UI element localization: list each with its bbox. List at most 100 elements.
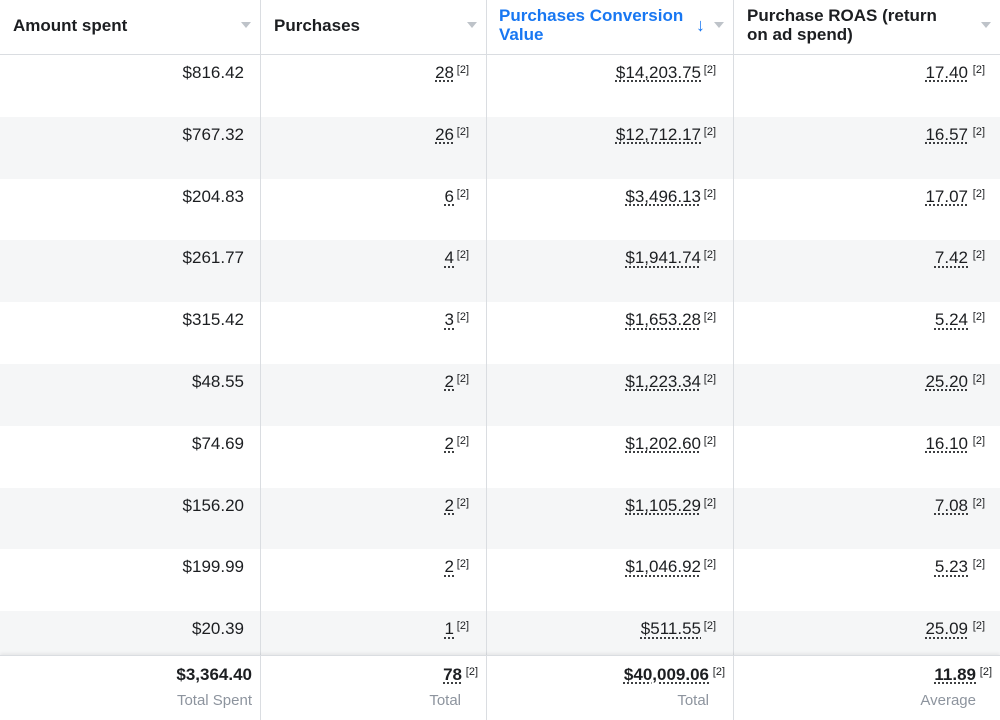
cell-value-link[interactable]: 2 [444, 495, 454, 515]
cell-purchases: 3 [2] [261, 302, 487, 364]
cell-value-link[interactable]: $1,046.92 [625, 557, 701, 577]
footnote-marker[interactable]: [2] [456, 372, 469, 385]
cell-amount-spent: $48.55 [0, 363, 261, 426]
footnote-marker[interactable]: [2] [703, 311, 716, 324]
footnote-marker[interactable]: [2] [972, 187, 985, 200]
cell-purchases: 28 [2] [261, 55, 487, 117]
footnote-marker[interactable]: [2] [456, 187, 469, 200]
footnote-marker[interactable]: [2] [972, 620, 985, 633]
footnote-marker[interactable]: [2] [456, 125, 469, 138]
cell-value-link[interactable]: 1 [444, 619, 454, 639]
cell-value-link[interactable]: $1,941.74 [625, 248, 701, 268]
column-header-label: Amount spent [13, 16, 128, 35]
total-value-link[interactable]: 78 [443, 665, 462, 684]
cell-value-link[interactable]: 7.08 [934, 495, 968, 515]
chevron-down-icon[interactable] [467, 22, 477, 28]
cell-value-link[interactable]: $12,712.17 [615, 124, 701, 144]
total-purchases: 78 [2] Total [261, 656, 487, 720]
cell-purchases: 26 [2] [261, 116, 487, 179]
cell-conversion-value: $12,712.17 [2] [487, 116, 734, 179]
cell-value-link[interactable]: 16.57 [925, 124, 968, 144]
footnote-marker[interactable]: [2] [703, 434, 716, 447]
cell-value-link[interactable]: 2 [444, 433, 454, 453]
footnote-marker[interactable]: [2] [703, 249, 716, 262]
column-header-purchase-roas[interactable]: Purchase ROAS (return on ad spend) [734, 0, 1000, 54]
footnote-marker[interactable]: [2] [979, 666, 992, 678]
footnote-marker[interactable]: [2] [703, 187, 716, 200]
footnote-marker[interactable]: [2] [456, 496, 469, 509]
footnote-marker[interactable]: [2] [972, 64, 985, 76]
footnote-marker[interactable]: [2] [972, 311, 985, 324]
cell-purchase-roas: 17.40 [2] [734, 55, 1000, 117]
footnote-marker[interactable]: [2] [456, 64, 469, 76]
cell-value-link[interactable]: $14,203.75 [615, 63, 701, 82]
cell-value-link[interactable]: 26 [435, 124, 454, 144]
cell-value: $315.42 [182, 310, 244, 330]
cell-value-link[interactable]: 25.20 [925, 371, 968, 391]
cell-value: $199.99 [182, 557, 244, 577]
cell-value: $156.20 [182, 495, 244, 515]
column-header-amount-spent[interactable]: Amount spent [0, 0, 261, 54]
cell-amount-spent: $199.99 [0, 549, 261, 612]
cell-value-link[interactable]: 16.10 [925, 433, 968, 453]
table-row: $199.99 2 [2] $1,046.92 [2] 5.23 [2] [0, 549, 1000, 612]
footnote-marker[interactable]: [2] [703, 64, 716, 76]
cell-value-link[interactable]: 6 [444, 186, 454, 206]
footnote-marker[interactable]: [2] [972, 125, 985, 138]
footnote-marker[interactable]: [2] [456, 558, 469, 571]
cell-purchase-roas: 16.10 [2] [734, 426, 1000, 488]
cell-value-link[interactable]: $1,223.34 [625, 371, 701, 391]
footnote-marker[interactable]: [2] [703, 620, 716, 633]
column-header-purchases[interactable]: Purchases [261, 0, 487, 54]
footnote-marker[interactable]: [2] [456, 249, 469, 262]
cell-value-link[interactable]: 28 [435, 63, 454, 82]
footnote-marker[interactable]: [2] [972, 558, 985, 571]
footnote-marker[interactable]: [2] [972, 496, 985, 509]
cell-purchase-roas: 17.07 [2] [734, 179, 1000, 241]
cell-value-link[interactable]: $511.55 [640, 619, 701, 639]
cell-amount-spent: $816.42 [0, 55, 261, 117]
cell-value-link[interactable]: $1,653.28 [625, 310, 701, 330]
footnote-marker[interactable]: [2] [456, 434, 469, 447]
footnote-marker[interactable]: [2] [972, 372, 985, 385]
total-value-link[interactable]: 11.89 [934, 665, 976, 684]
column-header-purchases-conversion-value[interactable]: Purchases Conversion Value ↓ [487, 0, 734, 54]
cell-value-link[interactable]: $1,105.29 [625, 495, 701, 515]
footnote-marker[interactable]: [2] [456, 311, 469, 324]
footnote-marker[interactable]: [2] [972, 434, 985, 447]
footnote-marker[interactable]: [2] [703, 125, 716, 138]
cell-value-link[interactable]: 5.23 [934, 557, 968, 577]
sort-descending-icon[interactable]: ↓ [696, 15, 705, 35]
chevron-down-icon[interactable] [241, 22, 251, 28]
cell-value-link[interactable]: 17.07 [925, 186, 968, 206]
chevron-down-icon[interactable] [981, 22, 991, 28]
total-conversion-value: $40,009.06 [2] Total [487, 656, 734, 720]
total-label: Average [920, 692, 976, 709]
total-label: Total [677, 692, 709, 709]
cell-purchase-roas: 7.42 [2] [734, 240, 1000, 302]
cell-value-link[interactable]: 5.24 [934, 310, 968, 330]
cell-purchases: 2 [2] [261, 487, 487, 550]
cell-value-link[interactable]: 3 [444, 310, 454, 330]
cell-value-link[interactable]: 17.40 [925, 63, 968, 82]
cell-value-link[interactable]: $3,496.13 [625, 186, 701, 206]
table-row: $261.77 4 [2] $1,941.74 [2] 7.42 [2] [0, 240, 1000, 303]
footnote-marker[interactable]: [2] [465, 666, 478, 678]
total-value-link[interactable]: $40,009.06 [623, 665, 709, 684]
cell-value-link[interactable]: 7.42 [934, 248, 968, 268]
footnote-marker[interactable]: [2] [703, 496, 716, 509]
cell-value-link[interactable]: 25.09 [925, 619, 968, 639]
footnote-marker[interactable]: [2] [703, 372, 716, 385]
cell-value-link[interactable]: 2 [444, 371, 454, 391]
cell-value-link[interactable]: 4 [444, 248, 454, 268]
cell-value: $816.42 [182, 63, 244, 82]
cell-value-link[interactable]: $1,202.60 [625, 433, 701, 453]
footnote-marker[interactable]: [2] [703, 558, 716, 571]
chevron-down-icon[interactable] [714, 22, 724, 28]
footnote-marker[interactable]: [2] [972, 249, 985, 262]
cell-value-link[interactable]: 2 [444, 557, 454, 577]
table-row: $74.69 2 [2] $1,202.60 [2] 16.10 [2] [0, 425, 1000, 488]
footnote-marker[interactable]: [2] [712, 666, 725, 678]
cell-amount-spent: $767.32 [0, 116, 261, 179]
footnote-marker[interactable]: [2] [456, 620, 469, 633]
